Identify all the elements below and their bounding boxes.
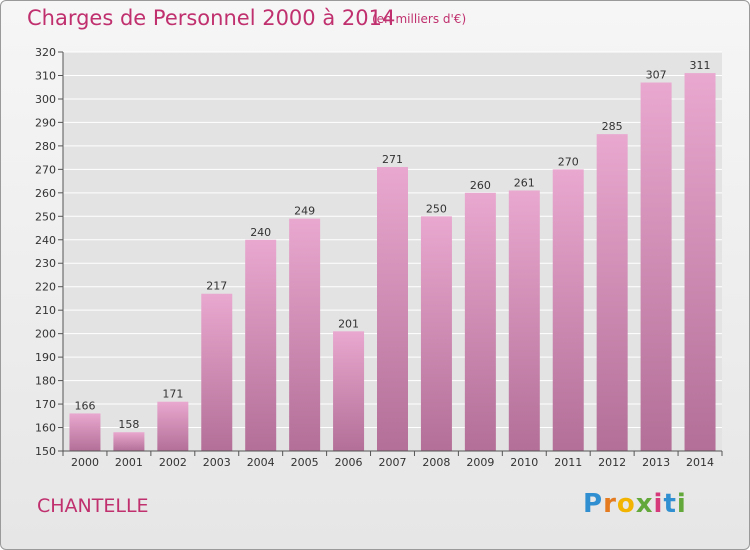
y-tick-label: 170 [35, 398, 56, 411]
x-tick-label: 2006 [335, 456, 363, 469]
y-tick-label: 180 [35, 375, 56, 388]
x-tick-label: 2013 [642, 456, 670, 469]
proxiti-logo: Proxiti [583, 489, 687, 519]
bar [420, 216, 452, 451]
y-tick-label: 150 [35, 445, 56, 458]
y-tick-label: 190 [35, 351, 56, 364]
bar [157, 401, 189, 451]
data-label: 271 [382, 153, 403, 166]
data-label: 240 [250, 226, 271, 239]
data-label: 311 [690, 59, 711, 72]
bar [684, 73, 716, 451]
data-label: 307 [646, 69, 667, 82]
x-tick-label: 2012 [598, 456, 626, 469]
y-tick-label: 280 [35, 140, 56, 153]
y-tick-label: 210 [35, 304, 56, 317]
bar [464, 192, 496, 451]
y-tick-label: 250 [35, 210, 56, 223]
x-tick-label: 2002 [159, 456, 187, 469]
commune-name: CHANTELLE [37, 495, 149, 517]
data-label: 270 [558, 155, 579, 168]
data-label: 201 [338, 317, 359, 330]
y-tick-label: 320 [35, 46, 56, 59]
data-label: 158 [118, 418, 139, 431]
x-tick-label: 2005 [291, 456, 319, 469]
bar [640, 82, 672, 451]
chart-subtitle: (en milliers d'€) [372, 12, 467, 26]
bar [201, 293, 233, 451]
x-tick-label: 2008 [422, 456, 450, 469]
data-label: 261 [514, 176, 535, 189]
x-tick-label: 2014 [686, 456, 714, 469]
data-label: 260 [470, 179, 491, 192]
y-tick-label: 200 [35, 328, 56, 341]
x-tick-label: 2001 [115, 456, 143, 469]
bar [377, 167, 408, 451]
data-label: 217 [206, 280, 227, 293]
chart-title: Charges de Personnel 2000 à 2014 [27, 6, 396, 30]
bar [552, 169, 584, 451]
bar [596, 134, 628, 451]
x-tick-label: 2007 [379, 456, 407, 469]
bar [245, 239, 277, 451]
y-tick-label: 160 [35, 422, 56, 435]
x-tick-label: 2010 [510, 456, 538, 469]
data-label: 285 [602, 120, 623, 133]
data-label: 249 [294, 205, 315, 218]
y-tick-label: 290 [35, 116, 56, 129]
y-tick-label: 240 [35, 234, 56, 247]
y-tick-label: 300 [35, 93, 56, 106]
x-tick-label: 2009 [466, 456, 494, 469]
bar [289, 218, 321, 451]
bar [333, 331, 365, 451]
y-tick-label: 310 [35, 69, 56, 82]
y-tick-label: 260 [35, 187, 56, 200]
bar [113, 432, 145, 451]
y-tick-label: 270 [35, 163, 56, 176]
data-label: 171 [162, 388, 183, 401]
x-tick-label: 2004 [247, 456, 275, 469]
x-tick-label: 2003 [203, 456, 231, 469]
x-tick-label: 2000 [71, 456, 99, 469]
bar [508, 190, 540, 451]
x-tick-label: 2011 [554, 456, 582, 469]
data-label: 166 [74, 399, 95, 412]
y-tick-label: 230 [35, 257, 56, 270]
data-label: 250 [426, 202, 447, 215]
bar [69, 413, 101, 451]
y-tick-label: 220 [35, 281, 56, 294]
